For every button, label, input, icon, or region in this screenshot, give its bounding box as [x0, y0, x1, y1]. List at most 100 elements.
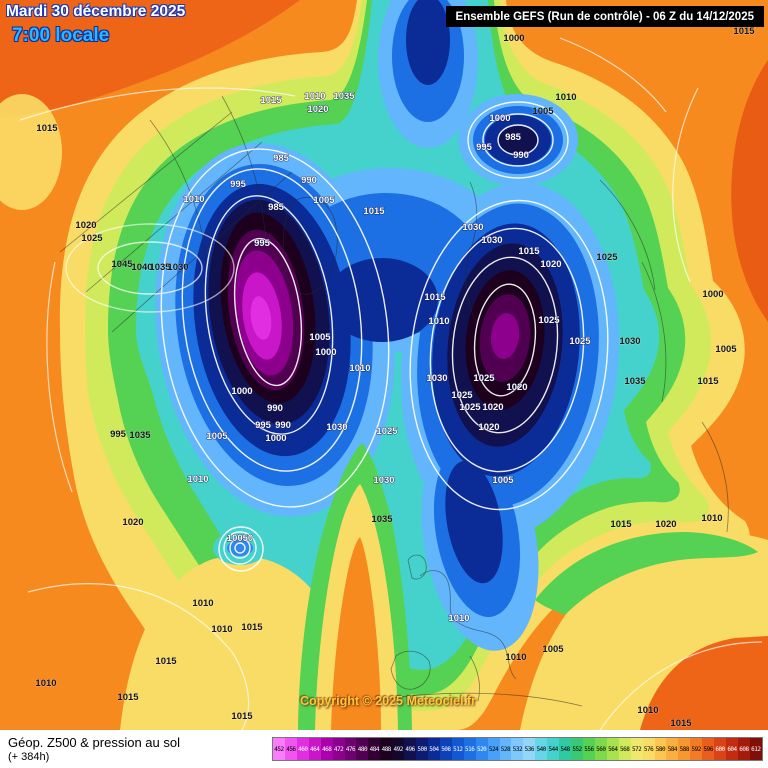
colorbar-value: 548 — [560, 745, 570, 753]
pressure-label: 1020 — [478, 422, 499, 433]
pressure-label: 1040 — [131, 262, 152, 273]
colorbar-cell-524: 524 — [487, 738, 500, 760]
colorbar-value: 608 — [739, 745, 749, 753]
pressure-label: 1030 — [619, 336, 640, 347]
colorbar-value: 600 — [715, 745, 725, 753]
colorbar-value: 552 — [572, 745, 582, 753]
isobar-contours — [19, 37, 763, 730]
pressure-label: 1030 — [373, 475, 394, 486]
pressure-label: 1000 — [503, 33, 524, 44]
pressure-label: 1010 — [35, 678, 56, 689]
colorbar-value: 468 — [321, 745, 332, 753]
colorbar-cell-544: 544 — [547, 738, 560, 760]
colorbar-cell-592: 592 — [690, 738, 703, 760]
pressure-label: 1005 — [715, 344, 737, 355]
colorbar-cell-488: 488 — [380, 738, 393, 760]
legend-strip: Géop. Z500 & pression au sol (+ 384h) 45… — [0, 730, 768, 768]
pressure-label: 1020 — [307, 104, 328, 115]
colorbar-value: 504 — [429, 745, 439, 753]
colorbar-value: 612 — [751, 745, 761, 753]
pressure-label: 1015 — [670, 718, 692, 729]
colorbar-cell-464: 464 — [308, 738, 321, 760]
pressure-label: 990 — [267, 403, 283, 414]
colorbar-cell-536: 536 — [523, 738, 536, 760]
pressure-label: 1045 — [111, 259, 133, 270]
pressure-label: 1010 — [637, 705, 658, 716]
colorbar-value: 492 — [393, 745, 404, 753]
colorbar-cell-588: 588 — [678, 738, 691, 760]
pressure-label: 1015 — [155, 656, 177, 667]
colorbar-value: 500 — [417, 745, 427, 753]
pressure-label: 1025 — [538, 315, 560, 326]
colorbar-cell-548: 548 — [559, 738, 572, 760]
colorbar-value: 460 — [298, 745, 308, 753]
pressure-label: 1025 — [451, 390, 473, 401]
pressure-label: 1010 — [187, 474, 208, 485]
colorbar-value: 572 — [631, 745, 642, 753]
pressure-label: 1035 — [333, 91, 355, 102]
pressure-label: 1025 — [569, 336, 591, 347]
colorbar-cell-528: 528 — [499, 738, 512, 760]
colorbar-cell-500: 500 — [416, 738, 428, 760]
colorbar-cell-604: 604 — [726, 738, 738, 760]
pressure-label: 1015 — [231, 711, 253, 722]
colorbar-cell-456: 456 — [284, 738, 297, 760]
colorbar-cell-484: 484 — [368, 738, 381, 760]
weather-map-svg: 1015 1015 1010 1035 1020 1000 1015 1010 1005 1000… — [0, 0, 768, 730]
colorbar-cell-576: 576 — [642, 738, 655, 760]
colorbar-value: 488 — [381, 745, 392, 753]
colorbar-value: 576 — [643, 745, 654, 753]
pressure-label: 1015 — [697, 376, 719, 387]
pressure-label: 1000 — [315, 347, 336, 358]
colorbar-value: 560 — [596, 745, 606, 753]
colorbar-cell-508: 508 — [439, 738, 452, 760]
colorbar-cell-612: 612 — [749, 738, 762, 760]
pressure-label: 1000 — [489, 113, 510, 124]
pressure-label: 1005 — [542, 644, 564, 655]
colorbar-value: 564 — [608, 745, 618, 753]
colorbar-cell-452: 452 — [273, 738, 285, 760]
colorbar-cell-520: 520 — [475, 738, 488, 760]
pressure-label: 1025 — [81, 233, 103, 244]
colorbar-value: 556 — [584, 745, 594, 753]
pressure-label: 1025 — [473, 373, 495, 384]
pressure-label: 1020 — [506, 382, 527, 393]
pressure-label: 1035 — [129, 430, 151, 441]
pressure-label: 1020 — [122, 517, 143, 528]
colorbar-cell-504: 504 — [427, 738, 440, 760]
colorbar-value: 568 — [620, 745, 630, 753]
colorbar-cell-512: 512 — [451, 738, 464, 760]
colorbar-value: 480 — [357, 745, 368, 753]
colorbar-value: 516 — [465, 745, 475, 753]
pressure-label: 1005 — [492, 475, 514, 486]
colorbar-value: 604 — [727, 745, 737, 753]
pressure-label: 1015 — [117, 692, 139, 703]
colorbar-value: 476 — [345, 745, 356, 753]
pressure-label: 1030 — [481, 235, 502, 246]
pressure-label: 1000 — [231, 386, 252, 397]
pressure-label: 1015 — [36, 123, 58, 134]
colorbar-cell-584: 584 — [666, 738, 679, 760]
pressure-label: 1005 — [309, 332, 331, 343]
colorbar-value: 528 — [500, 745, 511, 753]
colorbar-value: 520 — [476, 745, 487, 753]
pressure-label: 1010 — [211, 624, 232, 635]
colorbar-cell-564: 564 — [606, 738, 619, 760]
colorbar-cell-560: 560 — [594, 738, 607, 760]
model-run-banner: Ensemble GEFS (Run de contrôle) - 06 Z d… — [445, 6, 764, 27]
colorbar-value: 540 — [536, 745, 547, 753]
colorbar-cell-580: 580 — [654, 738, 667, 760]
pressure-label: 990 — [513, 150, 529, 161]
colorbar-value: 536 — [524, 745, 535, 753]
colorbar-cell-492: 492 — [392, 738, 405, 760]
pressure-label: 1010 — [304, 91, 325, 102]
pressure-label: 1025 — [376, 426, 398, 437]
colorbar-value: 592 — [691, 745, 702, 753]
colorbar-cell-472: 472 — [332, 738, 345, 760]
pressure-label: 995 — [255, 420, 272, 431]
colorbar-cell-460: 460 — [296, 738, 309, 760]
pressure-label: 1010 — [555, 92, 576, 103]
copyright-label: Copyright © 2025 Meteociel.fr — [300, 694, 476, 708]
pressure-label: 1015 — [733, 26, 755, 37]
